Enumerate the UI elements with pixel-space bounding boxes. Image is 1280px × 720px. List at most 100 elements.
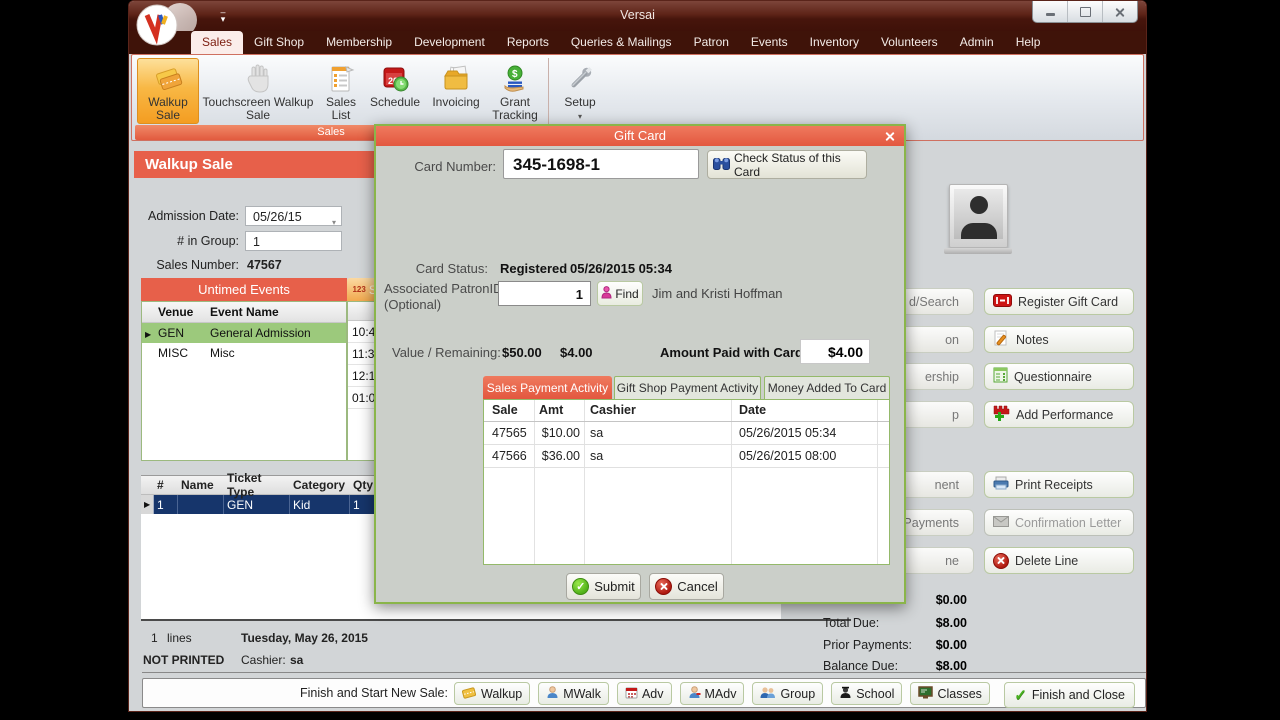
total-due-label: Total Due:: [823, 616, 880, 630]
sales-number-value: 47567: [247, 258, 282, 272]
submit-button[interactable]: ✓ Submit: [566, 573, 641, 600]
tab-volunteers[interactable]: Volunteers: [880, 35, 938, 49]
add-performance-button[interactable]: Add Performance: [984, 401, 1134, 428]
tab-development[interactable]: Development: [414, 35, 485, 49]
quick-access-toolbar-icon[interactable]: – ▾: [220, 7, 226, 24]
walkup-sale-ribbon-button[interactable]: Walkup Sale: [137, 58, 199, 124]
grid-bottom-divider: [141, 619, 851, 621]
tab-queries-mailings[interactable]: Queries & Mailings: [570, 35, 672, 49]
table-row[interactable]: ▶ GEN General Admission: [142, 323, 346, 343]
patron-id-label: Associated PatronID:: [384, 281, 507, 296]
restore-icon: [1079, 6, 1091, 17]
cancel-x-icon: [655, 578, 673, 595]
patron-photo: [944, 184, 1012, 254]
admission-date-label: Admission Date:: [147, 209, 239, 223]
window-controls: [1032, 1, 1138, 23]
table-row[interactable]: 47565 $10.00 sa 05/26/2015 05:34: [484, 422, 889, 445]
card-number-input[interactable]: 345-1698-1: [503, 149, 699, 179]
app-logo-icon[interactable]: [135, 3, 199, 47]
untimed-events-header: Untimed Events: [141, 278, 347, 301]
sale-date: Tuesday, May 26, 2015: [241, 631, 368, 645]
close-button[interactable]: [1103, 1, 1137, 22]
table-row[interactable]: MISC Misc: [158, 346, 235, 360]
qty-column-header: Qty: [353, 478, 374, 492]
tab-gift-shop-payment-activity[interactable]: Gift Shop Payment Activity: [614, 376, 761, 399]
patron-id-input[interactable]: 1: [498, 281, 591, 306]
category-column-header: Category: [293, 478, 346, 492]
notes-button[interactable]: Notes: [984, 326, 1134, 353]
folder-icon: [441, 62, 471, 96]
chevron-down-icon[interactable]: ▾: [331, 218, 336, 227]
tab-admin[interactable]: Admin: [959, 35, 994, 49]
untimed-events-table: Venue Event Name ▶ GEN General Admission…: [141, 301, 347, 461]
finish-and-close-button[interactable]: ✓ Finish and Close: [1004, 682, 1135, 708]
register-gift-card-button[interactable]: Register Gift Card: [984, 288, 1134, 315]
madv-button[interactable]: MAdv: [679, 682, 745, 705]
tab-patron[interactable]: Patron: [693, 35, 729, 49]
tab-events[interactable]: Events: [750, 35, 788, 49]
tab-membership[interactable]: Membership: [326, 35, 393, 49]
date-column-header: Date: [739, 403, 767, 417]
tab-inventory[interactable]: Inventory: [809, 35, 859, 49]
classes-button[interactable]: Classes: [910, 682, 990, 705]
find-patron-button[interactable]: Find: [597, 281, 643, 306]
prior-payments-value: $0.00: [935, 638, 967, 652]
submit-check-icon: ✓: [572, 578, 590, 595]
tab-reports[interactable]: Reports: [506, 35, 549, 49]
schedule-button[interactable]: 20 Schedule: [365, 58, 425, 124]
calendar-icon: [625, 686, 638, 702]
patron-id-optional-label: (Optional): [384, 297, 442, 312]
ticket-icon: [462, 686, 477, 702]
mwalk-button[interactable]: MWalk: [538, 682, 609, 705]
dialog-title-bar: Gift Card: [376, 126, 904, 146]
restore-button[interactable]: [1068, 1, 1103, 22]
confirmation-letter-button[interactable]: Confirmation Letter: [984, 509, 1134, 536]
adv-button[interactable]: Adv: [616, 682, 672, 705]
cashier-value: sa: [290, 653, 304, 667]
tab-sales[interactable]: Sales: [191, 31, 244, 54]
group-button[interactable]: Group: [752, 682, 824, 705]
minimize-button[interactable]: [1033, 1, 1068, 22]
setup-dropdown-icon[interactable]: ▾: [577, 112, 582, 121]
tab-money-added-to-card[interactable]: Money Added To Card: [764, 376, 890, 399]
in-group-label: # in Group:: [177, 234, 239, 248]
total-due-value: $8.00: [935, 616, 967, 630]
sales-tax-value: $0.00: [935, 593, 967, 607]
school-button[interactable]: School: [831, 682, 903, 705]
card-value: $50.00: [502, 345, 542, 360]
grant-money-hand-icon: $: [500, 62, 530, 96]
sales-list-button[interactable]: Sales List: [317, 58, 365, 124]
delete-line-button[interactable]: Delete Line: [984, 547, 1134, 574]
table-row[interactable]: 47566 $36.00 sa 05/26/2015 08:00: [484, 445, 889, 468]
tab-gift-shop[interactable]: Gift Shop: [254, 35, 305, 49]
grant-tracking-button[interactable]: $ Grant Tracking: [487, 58, 543, 124]
invoicing-button[interactable]: Invoicing: [425, 58, 487, 124]
binoculars-icon: [713, 156, 730, 173]
in-group-input[interactable]: 1: [245, 231, 342, 251]
admission-date-dropdown[interactable]: 05/26/15 ▾: [245, 206, 342, 227]
tab-sales-payment-activity[interactable]: Sales Payment Activity: [483, 376, 612, 399]
cashier-label: Cashier:: [241, 653, 286, 667]
dialog-close-icon[interactable]: [884, 130, 896, 142]
ribbon-separator: [548, 58, 549, 138]
touchscreen-walkup-sale-button[interactable]: Touchscreen Walkup Sale: [199, 58, 317, 124]
person-silhouette-icon: [954, 189, 1003, 239]
check-status-button[interactable]: Check Status of this Card: [707, 150, 867, 179]
amount-paid-input[interactable]: $4.00: [800, 339, 870, 364]
print-receipts-button[interactable]: Print Receipts: [984, 471, 1134, 498]
wrench-icon: [565, 62, 595, 96]
hand-icon: [243, 62, 273, 96]
questionnaire-button[interactable]: Questionnaire: [984, 363, 1134, 390]
svg-text:20: 20: [388, 76, 398, 86]
prior-payments-label: Prior Payments:: [823, 638, 912, 652]
cancel-button[interactable]: Cancel: [649, 573, 724, 600]
walkup-button[interactable]: Walkup: [454, 682, 531, 705]
setup-button[interactable]: Setup ▾: [554, 58, 606, 124]
amount-paid-label: Amount Paid with Card:: [660, 345, 808, 360]
group-people-icon: [760, 686, 776, 702]
value-remaining-label: Value / Remaining:: [392, 345, 501, 360]
amt-column-header: Amt: [539, 403, 564, 417]
printer-icon: [993, 476, 1009, 493]
app-window: – ▾ Versai Sales Gift Shop Membership Dev…: [128, 0, 1147, 712]
tab-help[interactable]: Help: [1015, 35, 1041, 49]
